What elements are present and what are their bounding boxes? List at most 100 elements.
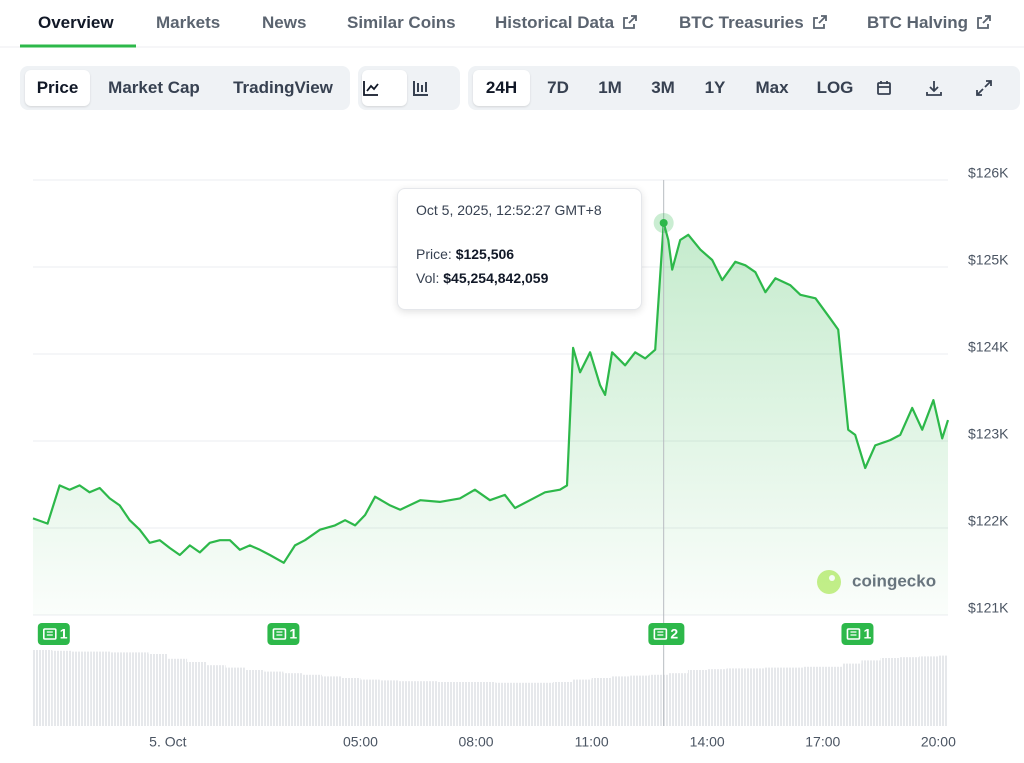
tab[interactable]: Historical Data (495, 13, 638, 33)
volume-bar (765, 667, 785, 726)
volume-bar (52, 650, 72, 726)
button[interactable]: 1M (598, 78, 622, 97)
volume-bar (822, 666, 843, 726)
volume-bar (707, 669, 727, 726)
tab[interactable]: Similar Coins (347, 13, 456, 32)
volume-bar (630, 675, 650, 726)
x-tick-label: 14:00 (690, 734, 725, 750)
news-count: 2 (670, 626, 678, 642)
volume-bar (476, 682, 496, 726)
y-tick-label: $121K (968, 600, 1009, 616)
news-count: 1 (289, 626, 297, 642)
volume-bar (244, 670, 265, 726)
button[interactable]: 24H (473, 70, 530, 106)
volume-bar (861, 660, 881, 726)
y-tick-label: $125K (968, 252, 1009, 268)
news-icon-lines (657, 631, 664, 636)
volume-bar (745, 668, 765, 726)
line-button[interactable] (362, 70, 407, 106)
volume-bar (610, 676, 631, 726)
hover-point (659, 218, 668, 227)
volume-bar (148, 654, 168, 726)
news-icon (846, 628, 861, 640)
volume-bar (842, 663, 862, 726)
label: Price: (416, 246, 452, 262)
external-icon (812, 15, 827, 29)
tab[interactable]: Overview (38, 13, 114, 32)
volume-bar (379, 680, 399, 726)
button[interactable]: LOG (816, 78, 854, 97)
tab[interactable]: Markets (156, 13, 221, 32)
volume-bar (919, 656, 939, 726)
volume-bar (784, 667, 804, 726)
news-marker[interactable]: 2 (648, 623, 685, 645)
candle-button[interactable] (412, 70, 456, 106)
button[interactable]: 7D (547, 78, 569, 97)
download-button[interactable] (925, 70, 959, 106)
y-tick-label: $123K (968, 426, 1009, 442)
news-marker[interactable]: 1 (37, 623, 70, 645)
news-count: 1 (60, 626, 68, 642)
news-icon-lines (276, 631, 283, 636)
volume-bar (649, 674, 669, 726)
volume-bar (553, 682, 573, 726)
tab[interactable]: BTC Halving (867, 13, 992, 33)
button[interactable]: TradingView (233, 78, 333, 97)
value: $45,254,842,059 (443, 270, 549, 286)
tooltip-price: Price: $125,506 (416, 246, 514, 262)
button[interactable]: Max (755, 78, 789, 97)
button[interactable]: 3M (651, 78, 675, 97)
news-icon-lines (850, 631, 857, 636)
volume-bar (206, 665, 226, 726)
button[interactable]: 1Y (704, 78, 726, 97)
range-group: 24H 7D 1M 3M 1Y Max LOG (468, 66, 1020, 110)
x-tick-label: 08:00 (459, 734, 494, 750)
tab[interactable]: BTC Treasuries (679, 13, 828, 33)
news-count: 1 (863, 626, 871, 642)
x-tick-label: 05:00 (343, 734, 378, 750)
news-marker[interactable]: 1 (267, 623, 300, 645)
external-icon (623, 15, 637, 29)
volume-bar (90, 651, 111, 726)
button[interactable]: Market Cap (108, 78, 200, 97)
x-tick-label: 5. Oct (149, 734, 186, 750)
volume-bar (321, 676, 342, 726)
volume-bar (418, 681, 438, 726)
volume-bar (668, 673, 688, 726)
area (33, 223, 948, 615)
calendar-button[interactable] (876, 70, 910, 106)
volume-bar (225, 667, 245, 726)
volume-bar (187, 662, 207, 726)
volume-bar (572, 679, 592, 726)
chart-style-group (358, 66, 460, 110)
volume-bar (456, 682, 477, 726)
price-line (32, 221, 950, 564)
volume-bar (360, 679, 380, 726)
tab[interactable]: News (262, 13, 307, 32)
y-tick-label: $122K (968, 513, 1009, 529)
volume-bar (495, 682, 515, 726)
value: $125,506 (455, 246, 515, 262)
volume-bar (129, 652, 149, 726)
news-icon (43, 628, 57, 640)
volume-bar (803, 666, 823, 726)
volume-bar (591, 678, 611, 726)
volume-bar (687, 670, 708, 726)
volume-bar (341, 678, 361, 726)
volume-bar (514, 682, 534, 726)
news-icon-lines (46, 631, 53, 636)
news-marker[interactable]: 1 (841, 623, 874, 645)
volume-bar (33, 650, 53, 726)
label: Vol: (416, 270, 440, 286)
volume-bar (110, 652, 130, 726)
x-tick-label: 20:00 (921, 734, 956, 750)
volume-bar (167, 658, 188, 726)
chart-kind-group: Price Market Cap TradingView (20, 66, 350, 110)
volume-bar (399, 681, 419, 726)
expand-button[interactable] (975, 70, 1009, 106)
volume-bar (880, 658, 900, 726)
button[interactable]: Price (25, 70, 90, 106)
volume-bar (283, 673, 303, 726)
news-icon (653, 628, 668, 640)
